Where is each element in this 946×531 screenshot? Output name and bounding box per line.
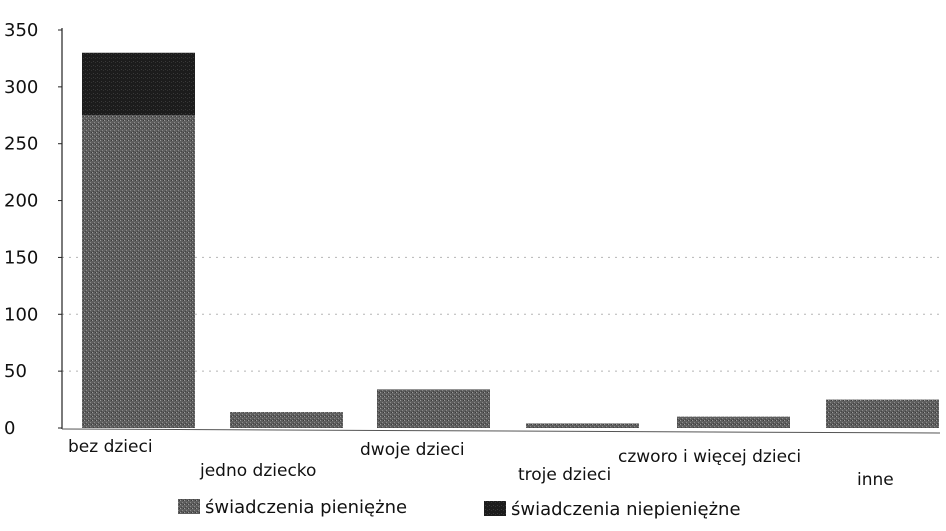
y-tick-label: 350 bbox=[4, 20, 38, 41]
x-category-label: dwoje dzieci bbox=[360, 440, 465, 460]
y-tick-label: 200 bbox=[4, 191, 38, 212]
x-category-label: czworo i więcej dzieci bbox=[618, 447, 801, 467]
legend-label: świadczenia pieniężne bbox=[205, 497, 407, 518]
bar-pieniezne-3 bbox=[526, 423, 639, 428]
bars bbox=[82, 52, 939, 429]
bar-niepieniezne-0 bbox=[82, 52, 195, 116]
legend-swatch-niepieniezne bbox=[484, 501, 506, 516]
legend-label: świadczenia niepieniężne bbox=[511, 499, 741, 520]
x-category-label: inne bbox=[857, 470, 894, 490]
y-tick-label: 100 bbox=[4, 304, 38, 325]
x-axis-line bbox=[61, 428, 941, 434]
y-tick-label: 300 bbox=[4, 77, 38, 98]
bar-pieniezne-2 bbox=[377, 389, 490, 428]
bar-pieniezne-4 bbox=[677, 416, 790, 428]
y-tick-label: 150 bbox=[4, 247, 38, 268]
category-labels: bez dzieci jedno dziecko dwoje dzieci troje… bbox=[68, 437, 894, 490]
x-category-label: jedno dziecko bbox=[199, 461, 316, 481]
legend-swatch-pieniezne bbox=[178, 499, 200, 514]
bar-pieniezne-1 bbox=[230, 412, 343, 428]
bar-pieniezne-5 bbox=[826, 399, 939, 428]
y-tick-label: 50 bbox=[4, 361, 27, 382]
bar-pieniezne-0 bbox=[82, 115, 195, 429]
y-tick-label: 250 bbox=[4, 134, 38, 155]
y-tick-label: 0 bbox=[4, 418, 15, 439]
x-category-label: bez dzieci bbox=[68, 437, 153, 457]
legend: świadczenia pieniężne świadczenia niepien… bbox=[178, 497, 741, 520]
y-axis: 0 50 100 150 200 250 300 350 bbox=[4, 20, 941, 439]
x-category-label: troje dzieci bbox=[518, 465, 611, 485]
